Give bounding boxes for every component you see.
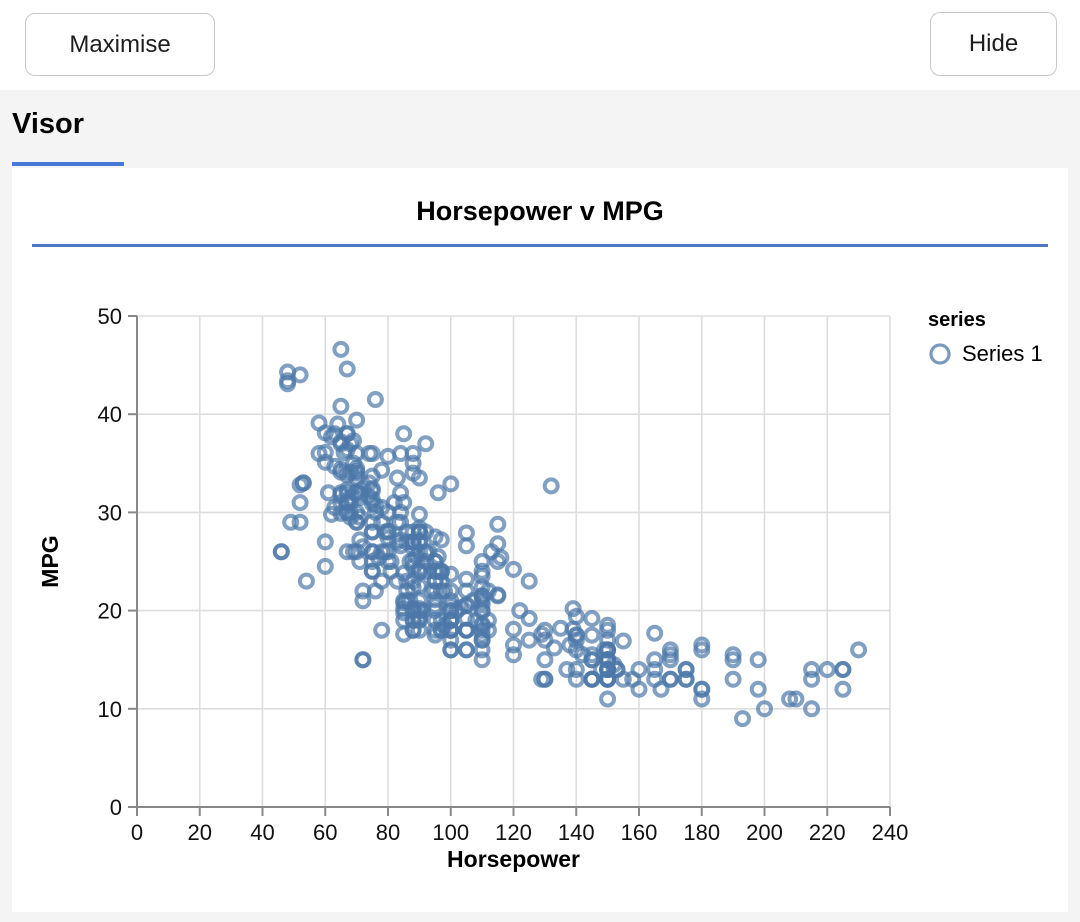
- svg-text:30: 30: [98, 500, 122, 525]
- hide-button[interactable]: Hide: [930, 12, 1057, 76]
- chart-legend: series Series 1: [928, 309, 1043, 367]
- svg-text:10: 10: [98, 697, 122, 722]
- svg-text:220: 220: [809, 820, 846, 845]
- svg-text:Horsepower: Horsepower: [447, 846, 580, 872]
- svg-text:60: 60: [313, 820, 337, 845]
- svg-text:40: 40: [98, 402, 122, 427]
- legend-title: series: [928, 309, 986, 331]
- active-tab-underline: [12, 162, 124, 166]
- svg-text:50: 50: [98, 304, 122, 329]
- svg-text:MPG: MPG: [37, 535, 63, 587]
- tab-visor[interactable]: Visor: [12, 108, 85, 140]
- svg-text:140: 140: [558, 820, 595, 845]
- svg-text:240: 240: [872, 820, 909, 845]
- title-divider: [32, 244, 1048, 247]
- tab-strip: Visor: [0, 90, 1080, 168]
- svg-text:180: 180: [683, 820, 720, 845]
- chart-title: Horsepower v MPG: [416, 196, 664, 226]
- legend-entry-label: Series 1: [962, 341, 1043, 366]
- surface-card: Horsepower v MPG 0 20 40 60 80 100 120 140 160 18…: [12, 168, 1068, 912]
- scatter-plot: 0 20 40 60 80 100 120 140 160 180 200 220 240 0 10 20 30…: [37, 304, 909, 872]
- svg-text:0: 0: [110, 795, 122, 820]
- svg-text:80: 80: [376, 820, 400, 845]
- svg-text:160: 160: [621, 820, 658, 845]
- legend-entry-series-1: Series 1: [928, 341, 1043, 367]
- svg-text:40: 40: [250, 820, 274, 845]
- chart-area: 0 20 40 60 80 100 120 140 160 180 200 220 240 0 10 20 30…: [12, 269, 1068, 881]
- maximise-button[interactable]: Maximise: [25, 13, 215, 76]
- svg-text:20: 20: [188, 820, 212, 845]
- visor-control-bar: Maximise Hide: [0, 0, 1080, 90]
- svg-text:120: 120: [495, 820, 532, 845]
- svg-text:20: 20: [98, 599, 122, 624]
- svg-text:200: 200: [746, 820, 783, 845]
- svg-text:0: 0: [131, 820, 143, 845]
- legend-circle-icon: [929, 343, 951, 365]
- svg-text:100: 100: [432, 820, 469, 845]
